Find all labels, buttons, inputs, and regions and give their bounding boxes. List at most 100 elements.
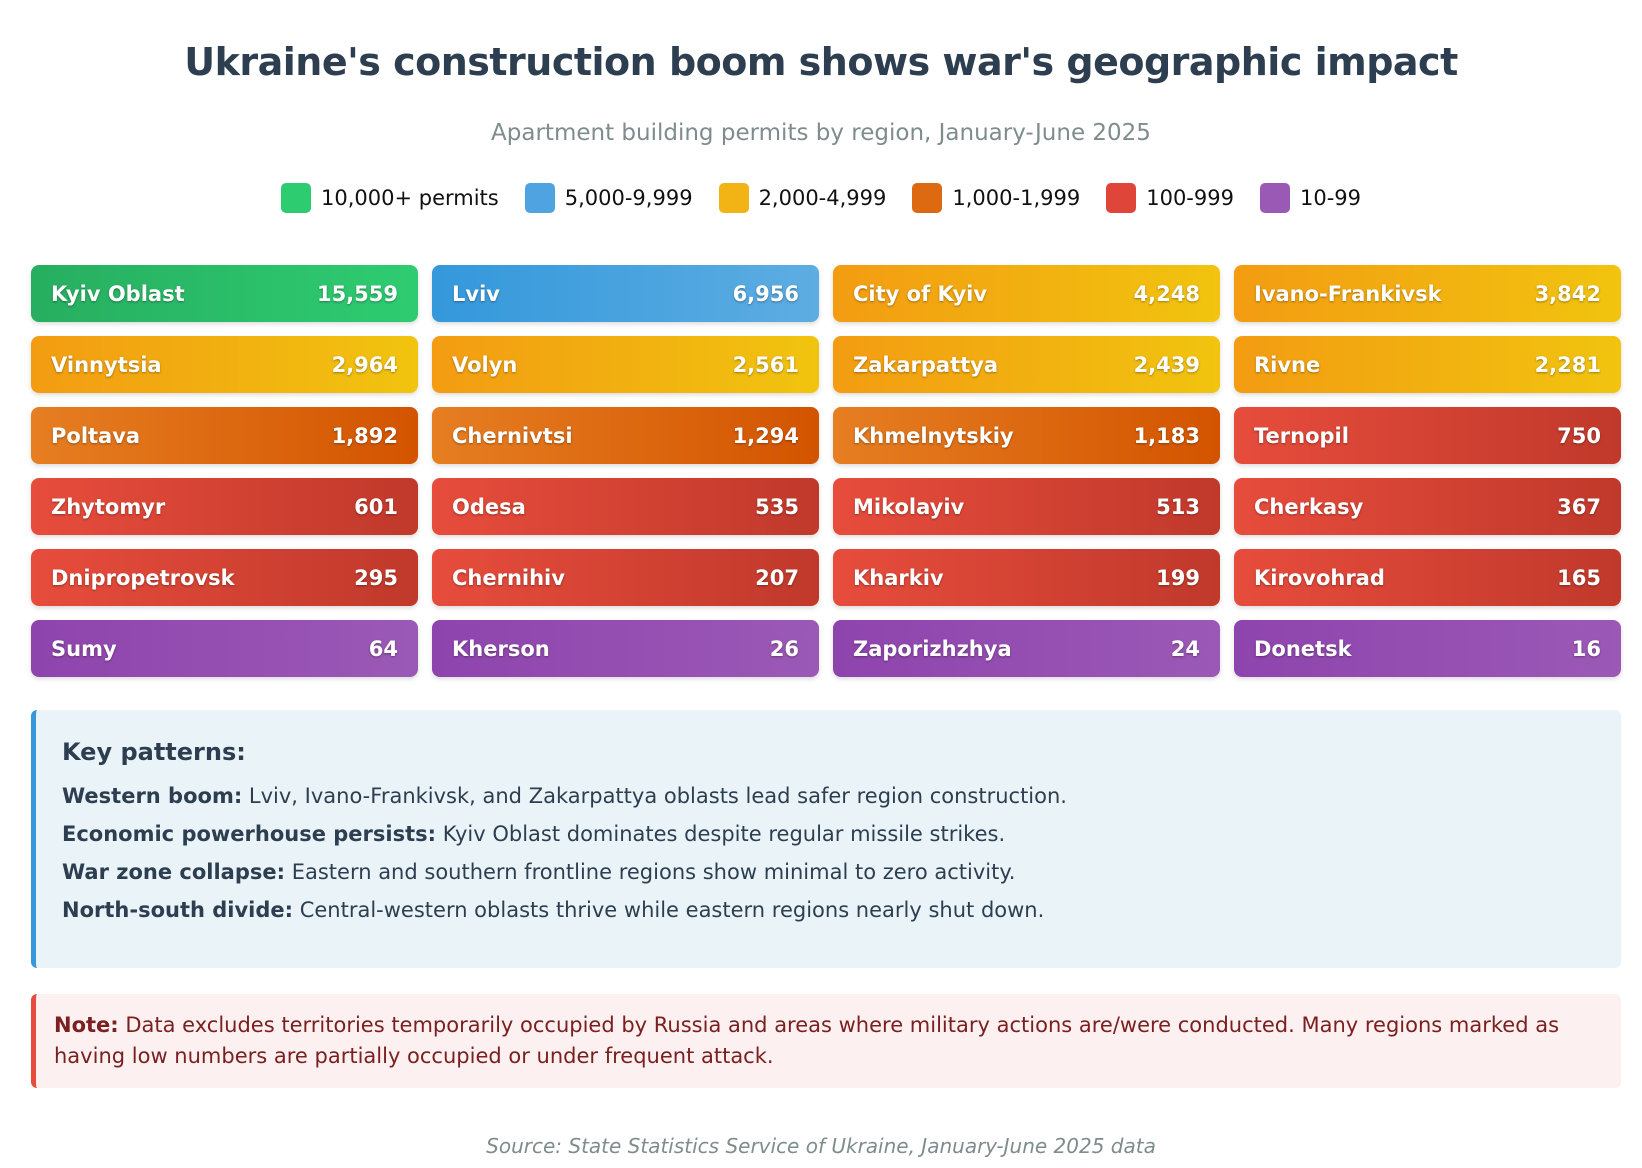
pattern-north-south-divide: North-south divide: Central-western obla… bbox=[62, 898, 1621, 922]
region-grid: Kyiv Oblast 15,559 Lviv 6,956 City of Kyiv 4,… bbox=[31, 265, 1621, 677]
region-name: Rivne bbox=[1254, 352, 1321, 377]
region-tile-khmelnytskiy: Khmelnytskiy 1,183 bbox=[833, 407, 1220, 464]
region-tile-chernivtsi: Chernivtsi 1,294 bbox=[432, 407, 819, 464]
legend-swatch bbox=[718, 183, 749, 213]
source-caption: Source: State Statistics Service of Ukra… bbox=[486, 1134, 1156, 1158]
region-value: 2,561 bbox=[732, 352, 799, 377]
region-name: City of Kyiv bbox=[853, 281, 988, 306]
region-tile-dnipropetrovsk: Dnipropetrovsk 295 bbox=[31, 549, 418, 606]
region-name: Donetsk bbox=[1254, 636, 1352, 661]
region-value: 15,559 bbox=[316, 281, 398, 306]
legend-item-10000-plus: 10,000+ permits bbox=[281, 183, 499, 213]
region-value: 295 bbox=[354, 565, 398, 590]
region-value: 6,956 bbox=[732, 281, 799, 306]
region-name: Zaporizhzhya bbox=[853, 636, 1012, 661]
legend-item-2000-4999: 2,000-4,999 bbox=[718, 183, 887, 213]
region-name: Volyn bbox=[452, 352, 518, 377]
region-tile-kirovohrad: Kirovohrad 165 bbox=[1234, 549, 1621, 606]
pattern-label: North-south divide: bbox=[62, 898, 294, 922]
region-name: Mikolayiv bbox=[853, 494, 965, 519]
legend-item-100-999: 100-999 bbox=[1106, 183, 1234, 213]
region-value: 2,964 bbox=[331, 352, 398, 377]
region-name: Poltava bbox=[51, 423, 141, 448]
key-patterns-panel: Key patterns: Western boom: Lviv, Ivano-… bbox=[31, 710, 1621, 968]
pattern-text: Central-western oblasts thrive while eas… bbox=[293, 898, 1045, 922]
region-tile-lviv: Lviv 6,956 bbox=[432, 265, 819, 322]
region-value: 24 bbox=[1170, 636, 1200, 661]
region-value: 601 bbox=[354, 494, 398, 519]
legend-label: 5,000-9,999 bbox=[564, 186, 693, 210]
chart-title: Ukraine's construction boom shows war's … bbox=[184, 40, 1458, 84]
pattern-label: War zone collapse: bbox=[62, 860, 286, 884]
region-value: 513 bbox=[1156, 494, 1200, 519]
region-name: Ternopil bbox=[1254, 423, 1349, 448]
legend-item-10-99: 10-99 bbox=[1259, 183, 1361, 213]
pattern-economic-powerhouse: Economic powerhouse persists: Kyiv Oblas… bbox=[62, 822, 1621, 846]
region-value: 3,842 bbox=[1534, 281, 1601, 306]
legend-label: 1,000-1,999 bbox=[952, 186, 1081, 210]
key-patterns-title: Key patterns: bbox=[62, 738, 246, 766]
region-name: Kyiv Oblast bbox=[51, 281, 185, 306]
region-name: Chernivtsi bbox=[452, 423, 573, 448]
pattern-text: Eastern and southern frontline regions s… bbox=[285, 860, 1016, 884]
legend-label: 100-999 bbox=[1146, 186, 1234, 210]
region-name: Sumy bbox=[51, 636, 117, 661]
chart-subtitle: Apartment building permits by region, Ja… bbox=[491, 120, 1151, 146]
region-name: Vinnytsia bbox=[51, 352, 162, 377]
region-tile-zakarpattya: Zakarpattya 2,439 bbox=[833, 336, 1220, 393]
region-name: Zakarpattya bbox=[853, 352, 999, 377]
region-name: Lviv bbox=[452, 281, 500, 306]
legend-label: 2,000-4,999 bbox=[758, 186, 887, 210]
legend-label: 10-99 bbox=[1299, 186, 1361, 210]
region-value: 16 bbox=[1571, 636, 1601, 661]
region-value: 64 bbox=[368, 636, 398, 661]
legend-swatch bbox=[281, 183, 311, 213]
region-value: 2,281 bbox=[1534, 352, 1601, 377]
legend-swatch bbox=[1259, 183, 1290, 213]
region-tile-kyiv-oblast: Kyiv Oblast 15,559 bbox=[31, 265, 418, 322]
region-value: 4,248 bbox=[1133, 281, 1200, 306]
region-tile-ternopil: Ternopil 750 bbox=[1234, 407, 1621, 464]
region-tile-poltava: Poltava 1,892 bbox=[31, 407, 418, 464]
region-name: Khmelnytskiy bbox=[853, 423, 1014, 448]
region-name: Cherkasy bbox=[1254, 494, 1364, 519]
region-tile-kherson: Kherson 26 bbox=[432, 620, 819, 677]
region-tile-sumy: Sumy 64 bbox=[31, 620, 418, 677]
region-value: 165 bbox=[1557, 565, 1601, 590]
region-name: Kharkiv bbox=[853, 565, 944, 590]
region-name: Odesa bbox=[452, 494, 526, 519]
region-value: 1,183 bbox=[1133, 423, 1200, 448]
region-tile-cherkasy: Cherkasy 367 bbox=[1234, 478, 1621, 535]
legend-item-1000-1999: 1,000-1,999 bbox=[912, 183, 1080, 213]
region-tile-volyn: Volyn 2,561 bbox=[432, 336, 819, 393]
region-name: Zhytomyr bbox=[51, 494, 166, 519]
region-tile-city-of-kyiv: City of Kyiv 4,248 bbox=[833, 265, 1220, 322]
region-tile-kharkiv: Kharkiv 199 bbox=[833, 549, 1220, 606]
legend-swatch bbox=[1106, 183, 1137, 213]
region-value: 367 bbox=[1557, 494, 1601, 519]
region-value: 1,892 bbox=[331, 423, 398, 448]
region-tile-donetsk: Donetsk 16 bbox=[1234, 620, 1621, 677]
region-name: Kherson bbox=[452, 636, 550, 661]
pattern-western-boom: Western boom: Lviv, Ivano-Frankivsk, and… bbox=[62, 784, 1621, 808]
pattern-text: Kyiv Oblast dominates despite regular mi… bbox=[436, 822, 1006, 846]
region-tile-zaporizhzhya: Zaporizhzhya 24 bbox=[833, 620, 1220, 677]
region-name: Ivano-Frankivsk bbox=[1254, 281, 1442, 306]
region-value: 199 bbox=[1156, 565, 1200, 590]
pattern-label: Western boom: bbox=[62, 784, 243, 808]
pattern-text: Lviv, Ivano-Frankivsk, and Zakarpattya o… bbox=[242, 784, 1067, 808]
region-tile-mikolayiv: Mikolayiv 513 bbox=[833, 478, 1220, 535]
region-value: 750 bbox=[1557, 423, 1601, 448]
legend-swatch bbox=[524, 183, 555, 213]
region-value: 2,439 bbox=[1133, 352, 1200, 377]
region-name: Kirovohrad bbox=[1254, 565, 1385, 590]
region-value: 207 bbox=[755, 565, 799, 590]
region-name: Chernihiv bbox=[452, 565, 565, 590]
note-label: Note: bbox=[54, 1013, 119, 1037]
legend-swatch bbox=[912, 183, 943, 213]
legend-label: 10,000+ permits bbox=[321, 186, 499, 210]
region-tile-vinnytsia: Vinnytsia 2,964 bbox=[31, 336, 418, 393]
region-value: 535 bbox=[755, 494, 799, 519]
region-tile-ivano-frankivsk: Ivano-Frankivsk 3,842 bbox=[1234, 265, 1621, 322]
pattern-label: Economic powerhouse persists: bbox=[62, 822, 437, 846]
